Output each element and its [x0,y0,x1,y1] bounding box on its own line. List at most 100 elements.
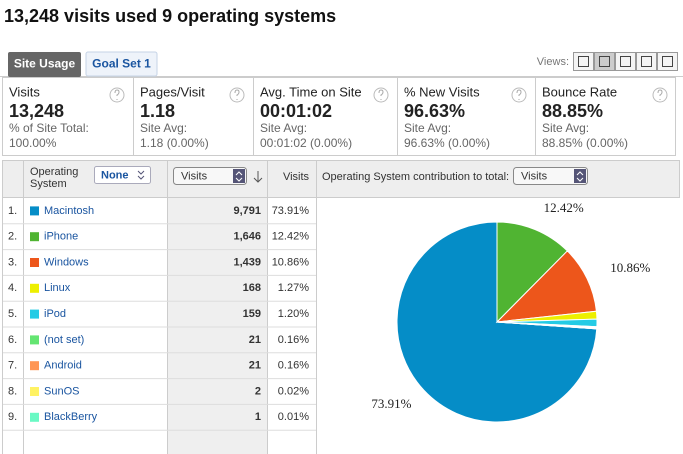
sort-dropdown[interactable] [173,167,247,185]
row-visits: 1,439 [233,256,261,268]
row-index: 4. [8,282,17,294]
metric-label: Visits [9,84,40,99]
metrics: Visits 13,248% of Site Total:100.00% Pages… [9,78,668,155]
row-index: 6. [8,334,17,346]
help-glyph [657,89,663,100]
row-index: 1. [8,205,17,217]
row-name[interactable]: (not set) [44,334,84,346]
pie-label: 73.91% [371,396,411,411]
row-visits: 1,646 [233,231,261,243]
dropdown-button [574,169,586,183]
header-dimension: System [30,178,67,190]
view-button[interactable] [636,52,657,71]
metric-value: 1.18 [140,101,175,121]
row-name[interactable]: iPod [44,308,66,320]
view-button[interactable] [615,52,636,71]
view-icon [599,56,610,67]
metric-label: Avg. Time on Site [260,84,362,99]
metric-sub-label: % of Site Total: [9,121,89,135]
tab-label[interactable]: Goal Set 1 [92,57,151,71]
row-visits: 168 [243,282,261,294]
view-icon [578,56,589,67]
view-button[interactable] [657,52,678,71]
metric-value: 00:01:02 [260,101,332,121]
pie-slice [496,321,598,330]
row-color [30,258,39,267]
pie-label: 10.86% [610,260,650,275]
row-name[interactable]: Macintosh [44,205,94,217]
metric-label: % New Visits [404,84,480,99]
dropdown-arrow [137,170,145,180]
row-percent: 73.91% [272,205,310,217]
row-color [30,361,39,371]
row-visits: 1 [255,411,261,423]
row-index: 2. [8,231,17,243]
tab[interactable] [85,51,158,77]
metric-value: 13,248 [9,101,64,121]
dropdown-arrow [576,171,584,182]
help-glyph [516,89,522,100]
views-label: Views: [537,56,569,68]
tab-active[interactable] [8,52,81,77]
row-color [30,206,39,216]
row-percent: 10.86% [272,256,310,268]
metric-sub-label: Site Avg: [260,121,307,135]
row-percent: 0.16% [278,334,309,346]
metric-sub-label: Site Avg: [140,121,187,135]
view-buttons [573,52,678,71]
row-color [30,387,39,396]
pie-slice [495,250,597,323]
row-color [30,412,39,422]
column-dividers [2,160,317,454]
header-dimension: Operating [30,166,78,178]
row-visits: 9,791 [233,205,261,217]
pie-dropdown[interactable] [513,167,588,185]
metric-sub-value: 96.63% (0.00%) [404,136,490,150]
pie-metric-label[interactable]: Visits [521,170,548,182]
metric-label: Pages/Visit [140,84,205,99]
table-rows: 1. Macintosh 9,791 73.91% 2. iPhone 1,646 12.42… [3,205,316,431]
row-name[interactable]: Linux [44,282,71,294]
view-button[interactable] [573,52,594,71]
pie-chart: 73.91% 12.42% 10.86% [371,200,650,423]
row-index: 7. [8,360,17,372]
pie-label: 12.42% [544,200,584,215]
segment-label[interactable]: None [101,169,129,181]
metric-value: 88.85% [542,101,603,121]
tab-label[interactable]: Site Usage [14,57,76,71]
metric-label: Bounce Rate [542,84,617,99]
sorted-column [167,198,267,454]
row-index: 8. [8,385,17,397]
sort-arrow[interactable] [253,171,263,183]
row-name[interactable]: Windows [44,256,89,268]
row-visits: 21 [249,360,261,372]
row-index: 9. [8,411,17,423]
dropdown-arrow [235,171,243,182]
row-name[interactable]: BlackBerry [44,411,98,423]
metric-sub-value: 00:01:02 (0.00%) [260,136,352,150]
sort-label[interactable]: Visits [181,170,208,182]
view-button[interactable] [594,52,615,71]
row-name[interactable]: SunOS [44,385,79,397]
row-index: 5. [8,308,17,320]
metric-value: 96.63% [404,101,465,121]
row-percent: 0.02% [278,385,309,397]
help-glyph [114,89,120,100]
header-contribution: Operating System contribution to total: [322,171,509,183]
pie-slice [496,221,569,324]
metric-sub-label: Site Avg: [542,121,589,135]
row-percent: 0.16% [278,360,309,372]
header-metric: Visits [283,171,310,183]
segment-dropdown[interactable] [94,166,151,184]
row-percent: 12.42% [272,231,310,243]
row-name[interactable]: Android [44,360,82,372]
row-percent: 1.20% [278,308,309,320]
metric-sub-value: 88.85% (0.00%) [542,136,628,150]
dropdown-button [233,169,245,183]
page-title: 13,248 visits used 9 operating systems [4,6,336,26]
row-percent: 0.01% [278,411,309,423]
row-name[interactable]: iPhone [44,231,78,243]
row-color [30,309,39,319]
row-color [30,283,39,293]
